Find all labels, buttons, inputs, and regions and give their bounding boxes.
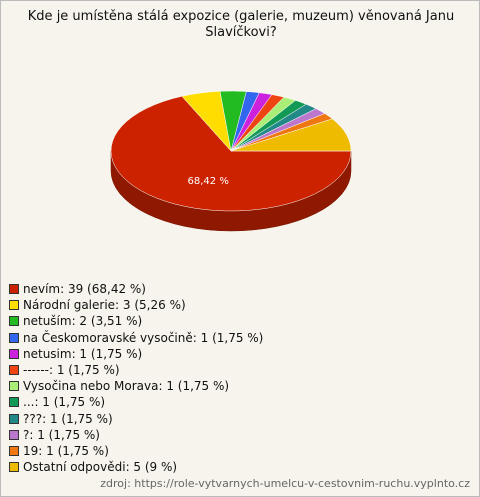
legend-item: ???: 1 (1,75 %) xyxy=(9,411,263,427)
legend: nevím: 39 (68,42 %) Národní galerie: 3 (5… xyxy=(9,281,263,475)
legend-swatch xyxy=(9,284,19,294)
legend-swatch xyxy=(9,397,19,408)
legend-label: nevím: 39 (68,42 %) xyxy=(23,282,146,296)
legend-swatch xyxy=(9,300,19,311)
legend-swatch xyxy=(9,364,19,375)
legend-swatch xyxy=(9,413,19,424)
legend-label: Vysočina nebo Morava: 1 (1,75 %) xyxy=(23,379,230,394)
legend-item: na Českomoravské vysočině: 1 (1,75 %) xyxy=(9,330,263,346)
legend-swatch xyxy=(9,348,19,359)
source: zdroj: https://role-vytvarnych-umelcu-v-… xyxy=(100,477,470,490)
legend-label: Ostatní odpovědi: 5 (9 %) xyxy=(23,460,178,475)
pie-slice xyxy=(110,95,352,212)
legend-swatch xyxy=(9,445,19,456)
legend-swatch xyxy=(9,316,19,327)
legend-item: netuším: 2 (3,51 %) xyxy=(9,313,263,329)
chart-title: Kde je umístěna stálá expozice (galerie,… xyxy=(27,9,455,40)
legend-label: Národní galerie: 3 (5,26 %) xyxy=(23,298,186,313)
legend-swatch xyxy=(9,381,19,392)
legend-item: ?: 1 (1,75 %) xyxy=(9,427,263,443)
legend-label: ...: 1 (1,75 %) xyxy=(23,395,106,410)
pie-area: 68,42 % xyxy=(110,90,352,232)
legend-swatch xyxy=(9,429,19,440)
data-label: 68,42 % xyxy=(188,176,229,187)
legend-item: netusim: 1 (1,75 %) xyxy=(9,346,263,362)
legend-item: 19: 1 (1,75 %) xyxy=(9,443,263,459)
legend-label: netuším: 2 (3,51 %) xyxy=(23,314,143,329)
legend-item: nevím: 39 (68,42 %) xyxy=(9,281,263,297)
legend-swatch xyxy=(9,462,19,473)
legend-label: ???: 1 (1,75 %) xyxy=(23,411,113,426)
legend-label: 19: 1 (1,75 %) xyxy=(23,443,109,458)
legend-item: Vysočina nebo Morava: 1 (1,75 %) xyxy=(9,378,263,394)
legend-item: ...: 1 (1,75 %) xyxy=(9,394,263,410)
legend-label: ?: 1 (1,75 %) xyxy=(23,427,100,442)
pie-slice xyxy=(230,118,352,152)
legend-label: netusim: 1 (1,75 %) xyxy=(23,346,143,361)
legend-label: ------: 1 (1,75 %) xyxy=(23,362,120,377)
legend-swatch xyxy=(9,332,19,343)
legend-item: ------: 1 (1,75 %) xyxy=(9,362,263,378)
legend-item: Národní galerie: 3 (5,26 %) xyxy=(9,297,263,313)
legend-label: na Českomoravské vysočině: 1 (1,75 %) xyxy=(23,330,264,345)
legend-item: Ostatní odpovědi: 5 (9 %) xyxy=(9,459,263,475)
